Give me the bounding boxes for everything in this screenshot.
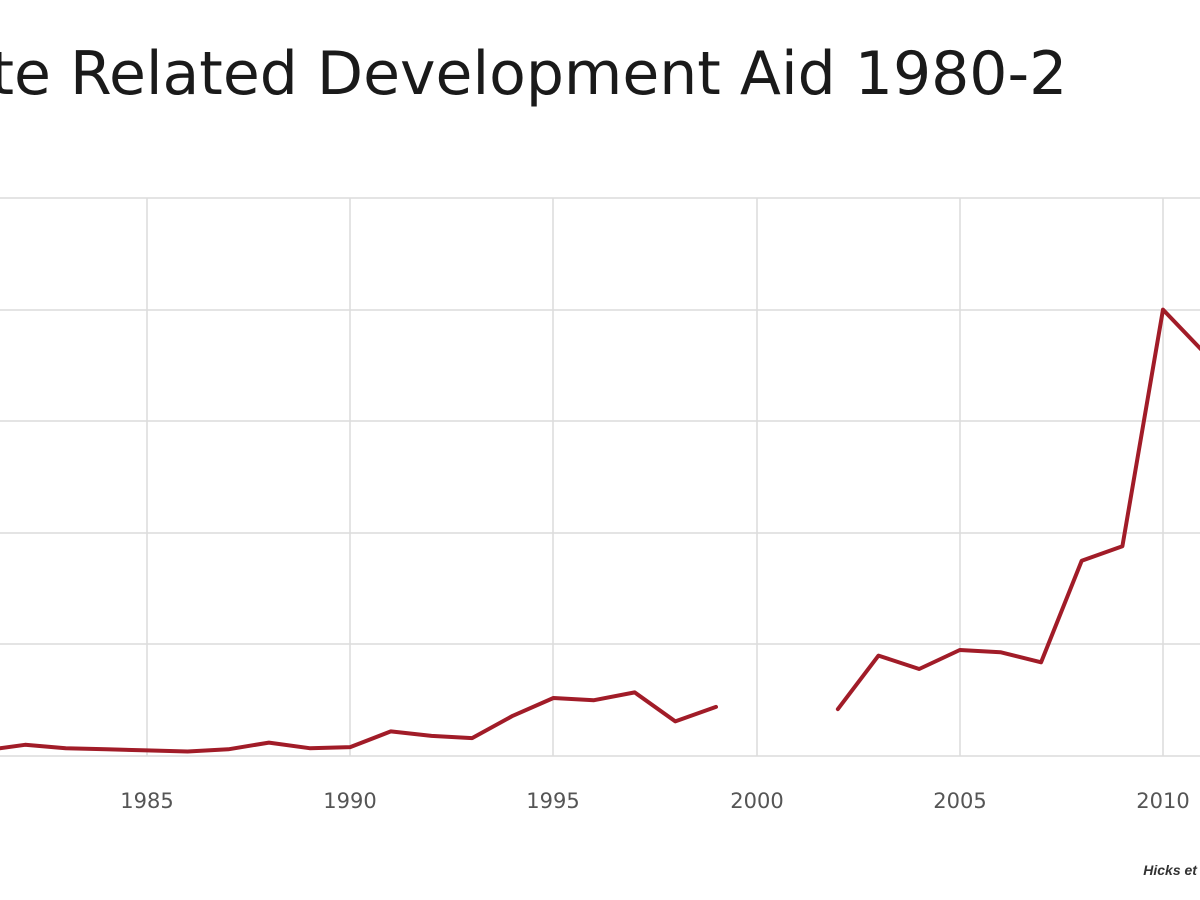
x-tick-label: 2010 (1136, 789, 1189, 813)
source-citation: Hicks et al 2008, ( (1143, 862, 1200, 878)
x-tick-label: 2005 (933, 789, 986, 813)
x-tick-labels: 1985 1990 1995 2000 2005 2010 (120, 789, 1189, 813)
x-tick-label: 2000 (730, 789, 783, 813)
grid-lines (0, 197, 1200, 757)
chart-title: Climate Related Development Aid 1980-2 (0, 39, 1068, 109)
x-tick-label: 1985 (120, 789, 173, 813)
series-layer (0, 307, 1200, 754)
series-line-segment (835, 307, 1200, 712)
x-tick-label: 1995 (526, 789, 579, 813)
x-tick-label: 1990 (323, 789, 376, 813)
series-line-segment (0, 690, 718, 754)
